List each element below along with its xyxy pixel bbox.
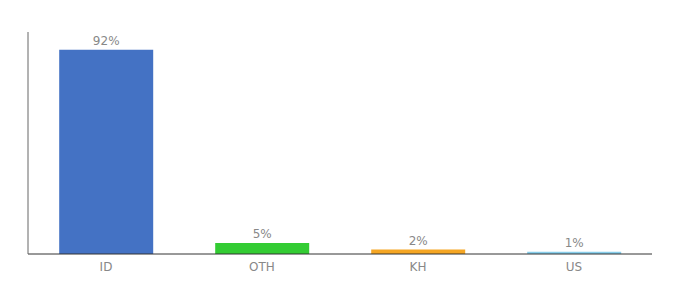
svg-text:1%: 1% <box>565 236 584 250</box>
svg-text:5%: 5% <box>253 227 272 241</box>
svg-text:92%: 92% <box>93 34 120 48</box>
svg-text:KH: KH <box>410 260 427 274</box>
svg-text:US: US <box>566 260 582 274</box>
svg-text:2%: 2% <box>409 234 428 248</box>
svg-text:OTH: OTH <box>249 260 275 274</box>
svg-text:ID: ID <box>100 260 113 274</box>
